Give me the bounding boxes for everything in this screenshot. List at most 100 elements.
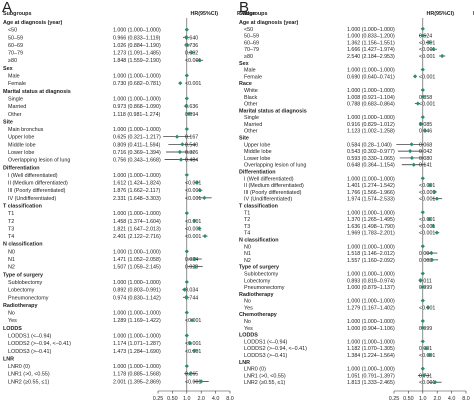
row-hr: 1.000 (1.000–1.000) [113, 333, 161, 339]
row-hr: 0.593 (0.330–1.065) [347, 156, 395, 162]
row-label: Female [8, 81, 26, 87]
row-heading: LODDS [239, 333, 258, 339]
row-label: II (Medium differentiated) [8, 181, 68, 187]
row-hr: 1.401 (1.274–1.542) [347, 183, 395, 189]
row-label: IV (Undifferentiated) [244, 197, 292, 203]
row-hr: 1.636 (1.498–1.790) [347, 224, 395, 230]
point-marker [420, 87, 425, 93]
row-hr: 1.518 (1.146–2.012) [347, 251, 395, 257]
header-pvalue: P value [237, 11, 256, 17]
row-label: LNR0 (0) [8, 364, 30, 370]
row-pvalue: 0.004 [419, 251, 432, 257]
row-hr: 1.026 (0.884–1.190) [113, 43, 161, 49]
point-marker [425, 305, 431, 310]
row-pvalue: 0.999 [419, 326, 432, 332]
header-subgroups: Subgroups [3, 11, 31, 17]
row-label: Black [244, 95, 257, 101]
row-hr: 0.690 (0.640–0.741) [347, 74, 395, 80]
point-marker [415, 101, 420, 106]
row-hr: 1.876 (1.662–2.117) [113, 188, 161, 194]
point-marker [184, 363, 189, 369]
row-label: No [244, 319, 251, 325]
row-label: 70–79 [244, 47, 259, 53]
row-hr: 0.584 (0.28–1.040) [347, 142, 392, 148]
point-marker [409, 142, 414, 147]
row-pvalue: 0.858 [419, 95, 432, 101]
x-tick-label: 4.0 [448, 396, 456, 402]
row-hr: 0.974 (0.830–1.142) [113, 295, 161, 301]
point-marker [408, 149, 413, 154]
row-hr: 0.966 (0.833–1.119) [113, 35, 161, 41]
row-hr: 1.000 (1.000–1.000) [347, 367, 395, 373]
x-tick-label: 0.25 [153, 396, 164, 402]
row-pvalue: <0.001 [185, 219, 201, 225]
row-pvalue: 0.736 [185, 43, 198, 49]
row-hr: 1.118 (0.981–1.274) [113, 112, 161, 118]
row-pvalue: 0.636 [185, 104, 198, 110]
x-tick-label: 1.0 [419, 396, 427, 402]
row-hr: 1.000 (1.000–1.000) [347, 27, 395, 33]
row-heading: Radiotherapy [3, 303, 37, 309]
row-label: Male [8, 74, 20, 80]
point-marker [420, 325, 425, 330]
point-marker [197, 188, 202, 193]
row-pvalue: 0.068 [419, 142, 432, 148]
row-label: T4 [8, 234, 14, 240]
row-label: Other [244, 102, 258, 108]
point-marker [420, 210, 425, 215]
row-heading: Marital status at diagnosis [3, 89, 71, 95]
point-marker [202, 195, 207, 200]
row-hr: 1.000 (1.000–1.000) [347, 299, 395, 305]
row-label: Lobectomy [8, 288, 35, 294]
point-marker [420, 366, 425, 371]
row-hr: 1.507 (1.059–2.145) [113, 265, 161, 271]
row-label: Other [244, 129, 258, 135]
row-heading: Chemotherapy [239, 312, 277, 318]
row-label: Male [244, 68, 256, 74]
point-marker [431, 47, 436, 52]
row-hr: 1.969 (1.783–2.201) [347, 231, 395, 237]
point-marker [429, 257, 435, 262]
point-marker [420, 339, 425, 344]
row-hr: 1.123 (1.002–1.258) [347, 129, 395, 135]
row-pvalue: 0.080 [419, 156, 432, 162]
row-hr: 1.612 (1.424–1.824) [113, 181, 161, 187]
point-marker [427, 183, 432, 188]
row-label: Pneumonectomy [8, 295, 49, 301]
point-marker [420, 298, 425, 303]
row-hr: 1.000 (1.000–1.000) [347, 68, 395, 74]
point-marker [197, 226, 202, 231]
x-tick-label: 0.50 [167, 396, 178, 402]
row-pvalue: 0.023 [185, 265, 198, 271]
point-marker [189, 318, 195, 323]
x-tick-label: 0.50 [403, 396, 414, 402]
row-hr: 2.331 (1.648–3.303) [113, 196, 161, 202]
row-pvalue: <0.001 [419, 54, 435, 60]
row-pvalue: <0.001 [419, 380, 435, 386]
x-tick-label: 8.0 [226, 396, 234, 402]
row-pvalue: 0.011 [419, 278, 432, 284]
row-heading: LNR [239, 360, 250, 366]
point-marker [199, 379, 204, 384]
row-hr: 1.000 (0.879–1.137) [347, 285, 395, 291]
row-hr: 1.974 (1.574–2.533) [347, 197, 395, 203]
row-label: IV (Undifferentiated) [8, 196, 56, 202]
row-hr: 1.000 (1.000–1.000) [113, 280, 161, 286]
row-label: White [244, 88, 258, 94]
row-hr: 1.848 (1.559–2.190) [113, 58, 161, 64]
row-hr: 2.540 (2.184–2.953) [347, 54, 395, 60]
row-hr: 1.471 (1.052–2.058) [113, 257, 161, 263]
row-heading: Differentiation [239, 170, 276, 176]
row-label: III (Poorly differentiated) [244, 190, 302, 196]
point-marker [184, 279, 189, 285]
row-hr: 0.973 (0.868–1.090) [113, 104, 161, 110]
row-hr: 2.401 (2.122–2.716) [113, 234, 161, 240]
row-pvalue: <0.001 [419, 197, 435, 203]
row-pvalue: 0.167 [185, 135, 198, 141]
row-hr: 1.370 (1.265–1.495) [347, 217, 395, 223]
row-label: Female [244, 74, 262, 80]
row-pvalue: 0.141 [419, 163, 432, 169]
row-label: N1 [8, 257, 15, 263]
row-label: 50–59 [244, 34, 259, 40]
row-pvalue: <0.001 [185, 318, 201, 324]
